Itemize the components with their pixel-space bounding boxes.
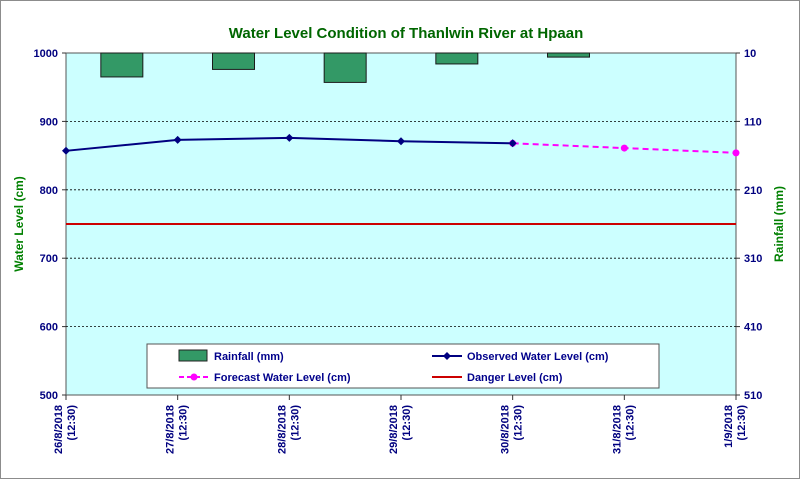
x-tick-label-line: 27/8/2018 [165,405,177,454]
y-tick-label: 800 [40,185,58,197]
x-tick-label-line: (12:30) [66,405,78,441]
forecast-point [620,144,628,152]
x-tick-label-line: 26/8/2018 [53,405,65,454]
legend: Rainfall (mm) Observed Water Level (cm) … [146,343,660,389]
x-tick-label: 26/8/2018(12:30) [53,405,78,454]
x-tick-label-line: 29/8/2018 [388,405,400,454]
y-axis-label: Water Level (cm) [12,176,26,272]
y2-tick-label: 110 [744,116,762,128]
legend-label-forecast: Forecast Water Level (cm) [214,372,351,384]
forecast-point [732,149,740,157]
x-tick-label: 1/9/2018(12:30) [723,405,748,448]
x-tick-label-line: 30/8/2018 [500,405,512,454]
rainfall-bar [435,52,479,65]
observed-point [285,133,294,142]
x-tick-label-line: 1/9/2018 [723,405,735,448]
rainfall-bar [212,52,255,70]
legend-label-rainfall: Rainfall (mm) [214,351,284,363]
y2-tick-label: 310 [744,253,762,265]
x-tick-label-line: (12:30) [401,405,413,441]
x-tick-label-line: (12:30) [289,405,301,441]
x-tick-label-line: (12:30) [178,405,190,441]
x-tick-label-line: 31/8/2018 [611,405,623,454]
legend-label-danger: Danger Level (cm) [467,372,563,384]
y2-tick-label: 210 [744,185,762,197]
chart-title: Water Level Condition of Thanlwin River … [229,25,583,42]
y-tick-label: 700 [40,253,58,265]
legend-item-rainfall: Rainfall (mm) [178,349,284,363]
legend-item-danger: Danger Level (cm) [432,372,563,384]
rainfall-bar [100,52,144,78]
y2-tick-label: 410 [744,322,762,334]
rainfall-bar [547,52,590,58]
rainfall-bar [323,52,367,83]
series-lines [62,133,740,225]
x-tick-label: 27/8/2018(12:30) [165,405,190,454]
observed-point [62,146,70,155]
observed-point [173,135,182,144]
x-tick-label: 28/8/2018(12:30) [276,405,301,454]
x-tick-label-line: (12:30) [736,405,748,441]
x-tick-label-line: (12:30) [624,405,636,441]
axes: 500 600 700 800 900 1000 10 110 210 310 410 510 26/8… [34,48,763,454]
x-tick-label-line: (12:30) [513,405,525,441]
legend-swatch-rainfall [178,349,208,362]
rainfall-bars [100,52,590,83]
legend-marker-observed [443,352,451,360]
y-tick-label: 500 [40,390,58,402]
y2-axis-label: Rainfall (mm) [772,186,786,262]
x-tick-label: 29/8/2018(12:30) [388,405,413,454]
legend-item-forecast: Forecast Water Level (cm) [179,372,351,384]
y2-tick-label: 510 [744,390,762,402]
observed-point [508,139,517,148]
y-tick-label: 600 [40,322,58,334]
y2-tick-label: 10 [744,48,756,60]
y-tick-label: 900 [40,116,58,128]
x-tick-label: 31/8/2018(12:30) [611,405,636,454]
x-tick-label: 30/8/2018(12:30) [500,405,525,454]
legend-marker-forecast [190,373,198,381]
observed-point [397,137,405,146]
legend-box [146,343,660,389]
legend-item-observed: Observed Water Level (cm) [432,351,609,363]
x-tick-label-line: 28/8/2018 [276,405,288,454]
y-tick-label: 1000 [34,48,58,60]
legend-label-observed: Observed Water Level (cm) [467,351,609,363]
